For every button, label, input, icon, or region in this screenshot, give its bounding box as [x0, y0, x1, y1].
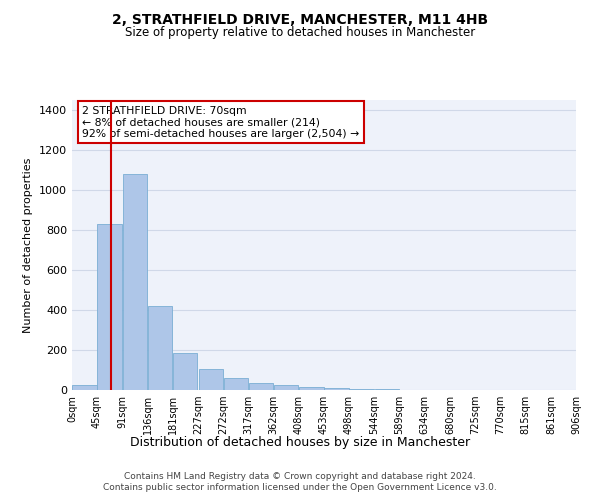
Bar — [199, 369, 223, 390]
Bar — [274, 385, 298, 390]
Text: Size of property relative to detached houses in Manchester: Size of property relative to detached ho… — [125, 26, 475, 39]
Bar — [97, 224, 122, 390]
Bar — [349, 389, 374, 390]
Bar — [248, 383, 273, 390]
Text: 2, STRATHFIELD DRIVE, MANCHESTER, M11 4HB: 2, STRATHFIELD DRIVE, MANCHESTER, M11 4H… — [112, 12, 488, 26]
Text: 2 STRATHFIELD DRIVE: 70sqm
← 8% of detached houses are smaller (214)
92% of semi: 2 STRATHFIELD DRIVE: 70sqm ← 8% of detac… — [82, 106, 359, 139]
Bar — [148, 306, 172, 390]
Y-axis label: Number of detached properties: Number of detached properties — [23, 158, 34, 332]
Text: Contains public sector information licensed under the Open Government Licence v3: Contains public sector information licen… — [103, 484, 497, 492]
Bar — [299, 387, 324, 390]
Bar — [72, 385, 97, 390]
Text: Contains HM Land Registry data © Crown copyright and database right 2024.: Contains HM Land Registry data © Crown c… — [124, 472, 476, 481]
Bar — [173, 353, 197, 390]
Bar — [324, 388, 349, 390]
Text: Distribution of detached houses by size in Manchester: Distribution of detached houses by size … — [130, 436, 470, 449]
Bar — [123, 174, 148, 390]
Bar — [224, 378, 248, 390]
